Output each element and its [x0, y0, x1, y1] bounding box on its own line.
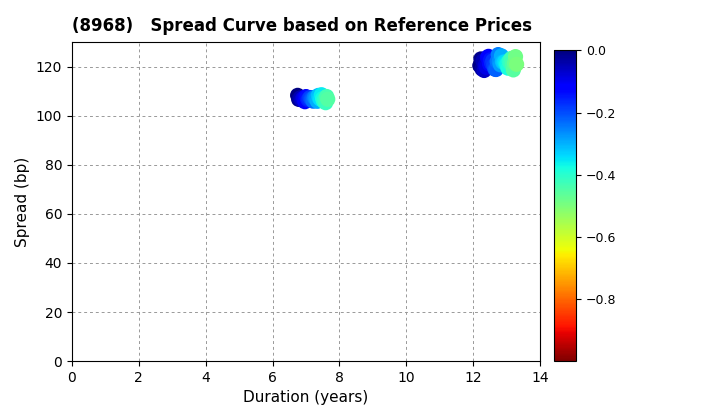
Point	[486, 60, 498, 67]
Point	[489, 66, 500, 73]
Point	[297, 95, 309, 102]
Point	[320, 99, 331, 106]
Point	[292, 92, 303, 99]
Point	[508, 66, 519, 73]
Point	[503, 58, 515, 64]
Point	[480, 62, 491, 68]
X-axis label: Duration (years): Duration (years)	[243, 391, 369, 405]
Point	[302, 96, 314, 103]
Point	[505, 55, 517, 62]
Point	[502, 65, 513, 71]
Point	[314, 95, 325, 102]
Point	[307, 98, 319, 105]
Point	[477, 58, 489, 64]
Point	[498, 59, 509, 66]
Point	[510, 53, 521, 60]
Point	[476, 66, 487, 72]
Point	[482, 53, 494, 60]
Point	[482, 54, 493, 61]
Point	[316, 92, 328, 98]
Point	[305, 94, 316, 101]
Point	[500, 60, 511, 67]
Point	[487, 58, 498, 64]
Point	[510, 61, 522, 68]
Point	[318, 98, 329, 105]
Point	[484, 61, 495, 68]
Point	[497, 59, 508, 66]
Point	[508, 60, 520, 67]
Point	[495, 52, 507, 59]
Point	[295, 94, 307, 101]
Point	[301, 94, 312, 101]
Point	[495, 61, 506, 68]
Point	[501, 60, 513, 67]
Point	[307, 96, 318, 102]
Point	[312, 92, 324, 99]
Point	[315, 96, 326, 102]
Point	[319, 96, 330, 102]
Point	[485, 56, 496, 63]
Point	[293, 96, 305, 103]
Point	[504, 60, 516, 67]
Point	[308, 94, 320, 101]
Point	[296, 97, 307, 103]
Point	[294, 95, 305, 102]
Point	[310, 95, 321, 102]
Point	[310, 94, 322, 101]
Point	[299, 98, 310, 105]
Text: (8968)   Spread Curve based on Reference Prices: (8968) Spread Curve based on Reference P…	[72, 17, 532, 35]
Point	[492, 51, 504, 58]
Point	[300, 93, 312, 100]
Point	[499, 58, 510, 65]
Point	[317, 95, 328, 102]
Point	[478, 67, 490, 74]
Point	[312, 98, 323, 105]
Point	[488, 62, 500, 69]
Point	[480, 64, 492, 71]
Point	[474, 62, 485, 69]
Point	[322, 96, 333, 102]
Point	[475, 55, 487, 62]
Point	[491, 58, 503, 65]
Point	[303, 95, 315, 102]
Point	[506, 61, 518, 68]
Point	[298, 95, 310, 102]
Y-axis label: Spread (bp): Spread (bp)	[15, 157, 30, 247]
Point	[493, 58, 505, 65]
Point	[321, 93, 333, 100]
Point	[490, 66, 502, 73]
Point	[305, 96, 317, 102]
